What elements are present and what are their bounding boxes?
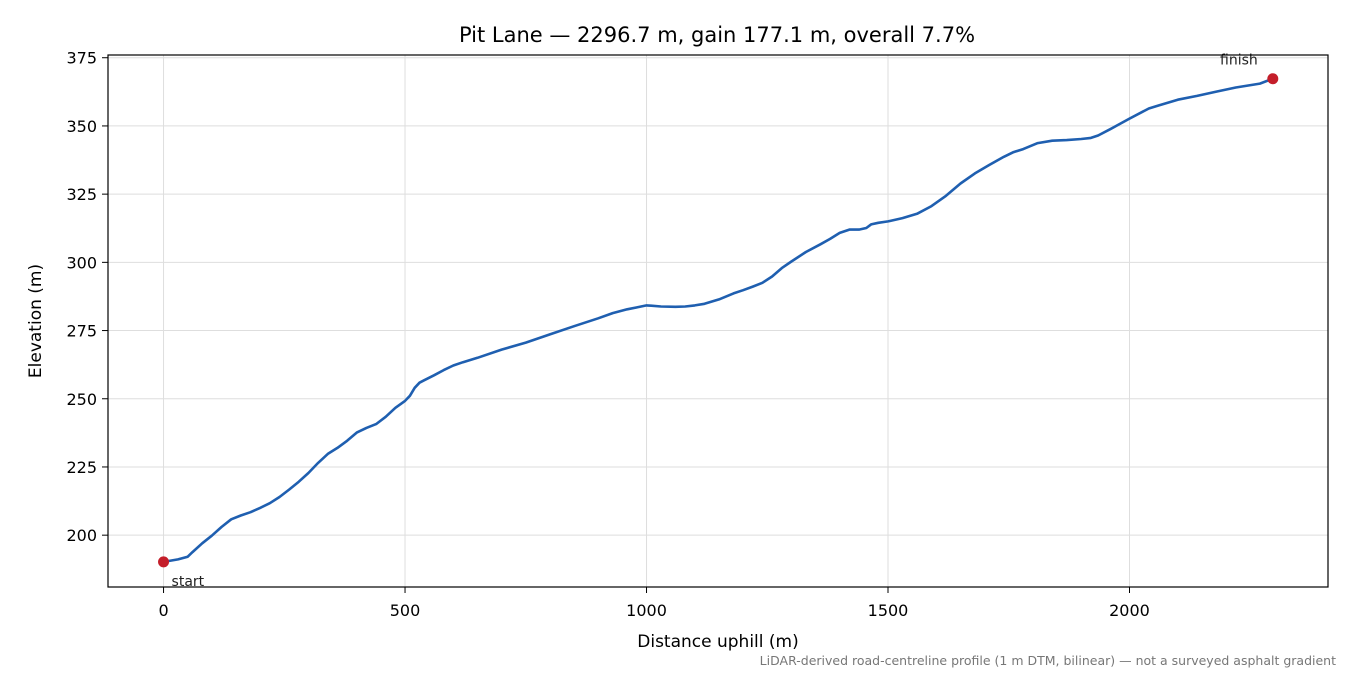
y-tick-label: 200 bbox=[66, 526, 97, 545]
y-tick-label: 350 bbox=[66, 117, 97, 136]
marker-layer: start finish bbox=[158, 53, 1279, 590]
y-tick-label: 300 bbox=[66, 253, 97, 272]
x-axis-title: Distance uphill (m) bbox=[637, 632, 798, 652]
y-tick-label: 375 bbox=[66, 49, 97, 68]
start-label: start bbox=[172, 574, 205, 590]
y-axis-title: Elevation (m) bbox=[26, 264, 46, 378]
footnote: LiDAR-derived road-centreline profile (1… bbox=[760, 653, 1336, 668]
chart-title: Pit Lane — 2296.7 m, gain 177.1 m, overa… bbox=[459, 23, 975, 47]
series-layer bbox=[162, 77, 1275, 564]
elevation-line bbox=[162, 77, 1275, 564]
plot-frame bbox=[107, 54, 1329, 588]
y-tick-label: 225 bbox=[66, 458, 97, 477]
x-tick-label: 0 bbox=[158, 601, 168, 620]
start-marker bbox=[158, 556, 170, 568]
x-tick-label: 1500 bbox=[868, 601, 909, 620]
y-tick-label: 250 bbox=[66, 390, 97, 409]
axis-ticks: 0 500 1000 1500 2000 200 225 250 275 300 325 350 375 bbox=[66, 49, 1149, 620]
x-tick-label: 500 bbox=[390, 601, 421, 620]
x-tick-label: 2000 bbox=[1109, 601, 1150, 620]
y-tick-label: 325 bbox=[66, 185, 97, 204]
x-tick-label: 1000 bbox=[626, 601, 667, 620]
y-tick-label: 275 bbox=[66, 322, 97, 341]
grid-lines bbox=[108, 55, 1328, 587]
finish-marker bbox=[1267, 73, 1279, 85]
finish-label: finish bbox=[1220, 53, 1258, 69]
